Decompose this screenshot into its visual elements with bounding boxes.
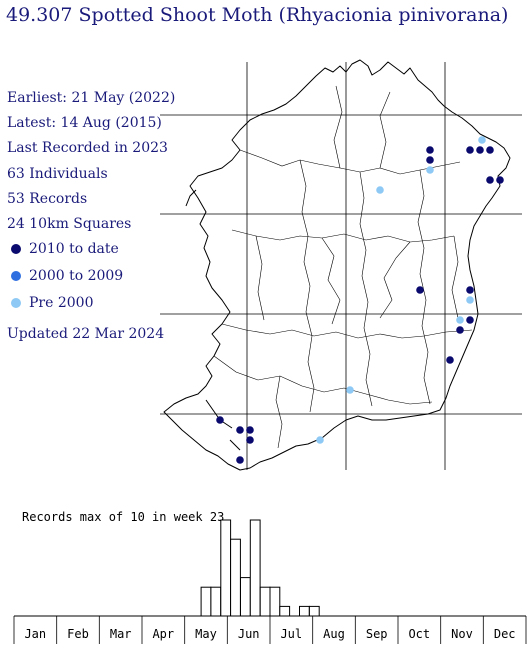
month-label: Jun — [238, 627, 260, 641]
record-dot — [316, 436, 324, 444]
legend-label: Pre 2000 — [29, 295, 94, 312]
ireland-outline — [163, 59, 511, 471]
month-label: Feb — [67, 627, 89, 641]
legend-label: 2000 to 2009 — [29, 268, 124, 285]
records-count: 53 Records — [7, 190, 88, 207]
chart-bar — [220, 519, 232, 617]
month-label: Nov — [451, 627, 473, 641]
record-dot — [478, 136, 486, 144]
month-label: Jul — [280, 627, 302, 641]
record-dot — [486, 176, 494, 184]
individuals-count: 63 Individuals — [7, 165, 108, 182]
chart-bar — [230, 538, 241, 617]
chart-bar — [269, 586, 281, 617]
record-dot — [466, 296, 474, 304]
record-dot — [466, 146, 474, 154]
month-label: Aug — [323, 627, 345, 641]
month-labels: Jan Feb Mar Apr May Jun Jul Aug Sep Oct Nov Dec — [24, 627, 515, 641]
squares-count: 24 10km Squares — [7, 215, 132, 232]
last-recorded: Last Recorded in 2023 — [7, 140, 168, 157]
phenology-chart: Records max of 10 in week 23 Jan Feb Mar Ap… — [13, 510, 527, 644]
month-ticks — [13, 616, 527, 644]
record-dot — [496, 176, 504, 184]
latest-date: Latest: 14 Aug (2015) — [7, 115, 162, 132]
month-label: Jan — [24, 627, 46, 641]
chart-bar — [200, 586, 212, 617]
chart-bar — [259, 586, 271, 617]
species-stats: Earliest: 21 May (2022) Latest: 14 Aug (… — [7, 89, 175, 321]
chart-bars — [200, 519, 320, 617]
record-dot — [426, 166, 434, 174]
legend-dot-dark-icon — [11, 244, 21, 255]
chart-bar — [210, 586, 222, 617]
record-dot — [456, 326, 464, 334]
record-dot — [236, 426, 244, 434]
legend-dot-light-icon — [11, 298, 21, 309]
month-label: Dec — [494, 627, 516, 641]
record-dot — [426, 146, 434, 154]
legend-item-2000-to-2009: 2000 to 2009 — [7, 267, 175, 294]
chart-bar — [308, 605, 320, 617]
record-dot — [246, 436, 254, 444]
grid-lines — [160, 62, 522, 470]
record-dot — [476, 146, 484, 154]
record-dot — [346, 386, 354, 394]
legend-label: 2010 to date — [29, 241, 119, 258]
chart-title: Records max of 10 in week 23 — [22, 510, 224, 524]
record-dot — [416, 286, 424, 294]
legend-item-2010-to-date: 2010 to date — [7, 240, 175, 267]
chart-bar — [240, 577, 251, 617]
record-dot — [236, 456, 244, 464]
month-label: Mar — [110, 627, 132, 641]
distribution-map — [160, 59, 522, 471]
month-label: Sep — [366, 627, 388, 641]
month-label: May — [195, 627, 217, 641]
record-dot — [426, 156, 434, 164]
chart-bar — [299, 605, 310, 617]
record-dot — [376, 186, 384, 194]
earliest-date: Earliest: 21 May (2022) — [7, 90, 176, 106]
month-label: Apr — [152, 627, 174, 641]
record-dot — [246, 426, 254, 434]
county-boundaries — [213, 85, 473, 449]
record-dot — [216, 416, 224, 424]
record-dot — [456, 316, 464, 324]
legend-item-pre-2000: Pre 2000 — [7, 294, 175, 321]
chart-bar — [279, 605, 291, 617]
page-title: 49.307 Spotted Shoot Moth (Rhyacionia pi… — [6, 4, 509, 26]
month-label: Oct — [408, 627, 430, 641]
record-dot — [466, 316, 474, 324]
record-dot — [486, 146, 494, 154]
record-dots — [216, 136, 504, 464]
record-dot — [446, 356, 454, 364]
record-dot — [466, 286, 474, 294]
legend-dot-mid-icon — [11, 271, 21, 282]
chart-bar — [249, 519, 261, 617]
updated-date: Updated 22 Mar 2024 — [7, 326, 165, 342]
